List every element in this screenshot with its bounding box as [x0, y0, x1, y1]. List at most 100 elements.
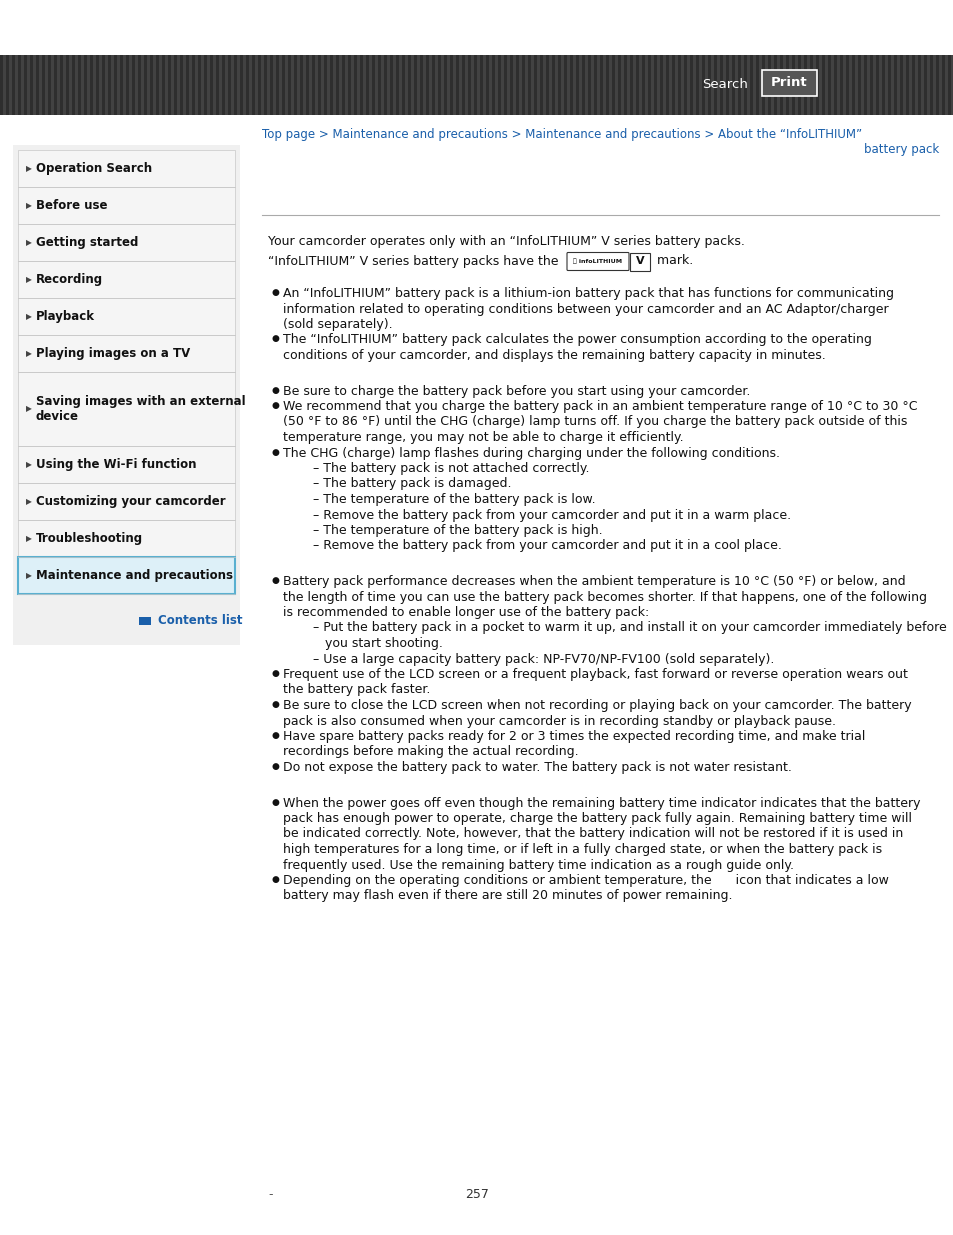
Bar — [81, 0, 84, 115]
Text: recordings before making the actual recording.: recordings before making the actual reco… — [283, 746, 578, 758]
Bar — [317, 0, 320, 115]
Bar — [372, 0, 375, 115]
Bar — [824, 0, 827, 115]
Bar — [303, 0, 306, 115]
Bar — [518, 0, 521, 115]
Bar — [440, 0, 443, 115]
Bar — [755, 0, 759, 115]
Text: -: - — [268, 1188, 273, 1202]
Bar — [692, 0, 696, 115]
Bar — [375, 0, 377, 115]
Text: Be sure to charge the battery pack before you start using your camcorder.: Be sure to charge the battery pack befor… — [283, 384, 750, 398]
Bar — [138, 0, 141, 115]
Bar — [6, 0, 9, 115]
Bar — [720, 0, 722, 115]
Bar — [665, 0, 668, 115]
Bar — [18, 335, 234, 372]
Bar — [776, 0, 780, 115]
Text: ●: ● — [272, 385, 279, 394]
Bar — [249, 0, 252, 115]
Bar — [198, 0, 201, 115]
Bar — [213, 0, 215, 115]
Bar — [27, 0, 30, 115]
Bar — [689, 0, 692, 115]
Bar — [123, 0, 126, 115]
Text: – The battery pack is damaged.: – The battery pack is damaged. — [313, 478, 511, 490]
Text: information related to operating conditions between your camcorder and an AC Ada: information related to operating conditi… — [283, 303, 887, 315]
Bar — [92, 0, 96, 115]
Bar — [405, 0, 408, 115]
Bar — [573, 0, 576, 115]
Bar — [306, 0, 309, 115]
Bar — [359, 0, 363, 115]
Bar — [764, 0, 767, 115]
Bar — [474, 0, 476, 115]
Bar — [492, 0, 495, 115]
Bar — [618, 0, 620, 115]
Bar — [356, 0, 359, 115]
Bar — [291, 0, 294, 115]
Bar — [680, 0, 683, 115]
Bar — [192, 0, 194, 115]
Bar — [231, 0, 233, 115]
Text: the length of time you can use the battery pack becomes shorter. If that happens: the length of time you can use the batte… — [283, 590, 926, 604]
Bar — [21, 0, 24, 115]
Bar — [113, 0, 117, 115]
Bar — [857, 0, 861, 115]
Bar — [809, 0, 812, 115]
Bar — [626, 0, 629, 115]
Bar — [710, 0, 713, 115]
Bar — [882, 0, 884, 115]
Text: – Remove the battery pack from your camcorder and put it in a cool place.: – Remove the battery pack from your camc… — [313, 540, 781, 552]
Text: (50 °F to 86 °F) until the CHG (charge) lamp turns off. If you charge the batter: (50 °F to 86 °F) until the CHG (charge) … — [283, 415, 906, 429]
Bar — [18, 446, 234, 483]
Bar — [926, 0, 929, 115]
FancyBboxPatch shape — [761, 70, 816, 96]
Text: mark.: mark. — [652, 254, 693, 268]
Bar — [597, 0, 599, 115]
Text: you start shooting.: you start shooting. — [313, 637, 442, 650]
Bar — [39, 0, 42, 115]
Text: ▶: ▶ — [26, 496, 31, 506]
Bar — [12, 0, 15, 115]
Bar — [599, 0, 602, 115]
Bar — [395, 0, 398, 115]
Bar — [500, 0, 503, 115]
Bar — [479, 0, 482, 115]
Text: ▶: ▶ — [26, 350, 31, 358]
Bar — [558, 0, 560, 115]
Bar — [794, 0, 797, 115]
Text: ▶: ▶ — [26, 164, 31, 173]
Bar — [30, 0, 33, 115]
Bar — [87, 0, 90, 115]
Bar — [257, 0, 261, 115]
Bar — [489, 0, 492, 115]
Bar — [240, 0, 243, 115]
Bar — [482, 0, 485, 115]
Text: Playing images on a TV: Playing images on a TV — [36, 347, 190, 359]
Bar — [129, 0, 132, 115]
Bar — [552, 0, 555, 115]
Bar — [623, 0, 626, 115]
Bar — [99, 0, 102, 115]
Bar — [9, 0, 12, 115]
Bar — [299, 0, 303, 115]
Bar — [48, 0, 51, 115]
Bar — [521, 0, 524, 115]
Bar — [539, 0, 542, 115]
Bar — [717, 0, 720, 115]
Bar — [696, 0, 699, 115]
Bar — [770, 0, 773, 115]
Bar — [366, 0, 369, 115]
Bar — [320, 0, 324, 115]
Text: Do not expose the battery pack to water. The battery pack is not water resistant: Do not expose the battery pack to water.… — [283, 761, 791, 774]
Bar — [743, 0, 746, 115]
Bar — [341, 0, 345, 115]
Bar — [587, 0, 590, 115]
Bar — [884, 0, 887, 115]
Bar — [3, 0, 6, 115]
Text: Before use: Before use — [36, 199, 108, 212]
Text: (sold separately).: (sold separately). — [283, 317, 393, 331]
Bar — [414, 0, 416, 115]
Bar — [639, 0, 641, 115]
